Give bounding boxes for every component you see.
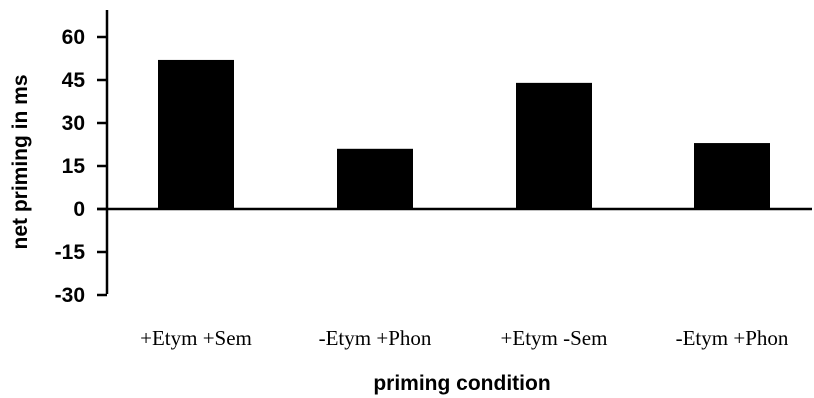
bar [516,82,592,209]
y-tick-label: 30 [62,112,85,135]
bar [694,143,770,209]
x-tick-labels: +Etym +Sem -Etym +Phon +Etym -Sem -Etym +Ph… [140,326,789,350]
bars [158,59,770,209]
y-tick-label: 0 [73,198,85,221]
y-tick-label: -30 [55,284,85,307]
y-tick-label: 15 [62,155,86,178]
y-tick-label: -15 [55,241,86,264]
x-tick-label: -Etym +Phon [319,326,432,350]
bar [337,148,413,209]
x-axis-title: priming condition [373,372,550,395]
y-tick-label: 60 [62,26,85,49]
y-tick-label: 45 [62,69,86,92]
bar [158,59,234,209]
y-axis-title: net priming in ms [9,74,32,249]
x-tick-label: -Etym +Phon [676,326,789,350]
x-tick-label: +Etym +Sem [140,326,252,350]
x-tick-label: +Etym -Sem [501,326,608,350]
y-axis: 60 45 30 15 0 -15 -30 [55,10,109,307]
y-ticks: 60 45 30 15 0 -15 -30 [55,26,107,307]
